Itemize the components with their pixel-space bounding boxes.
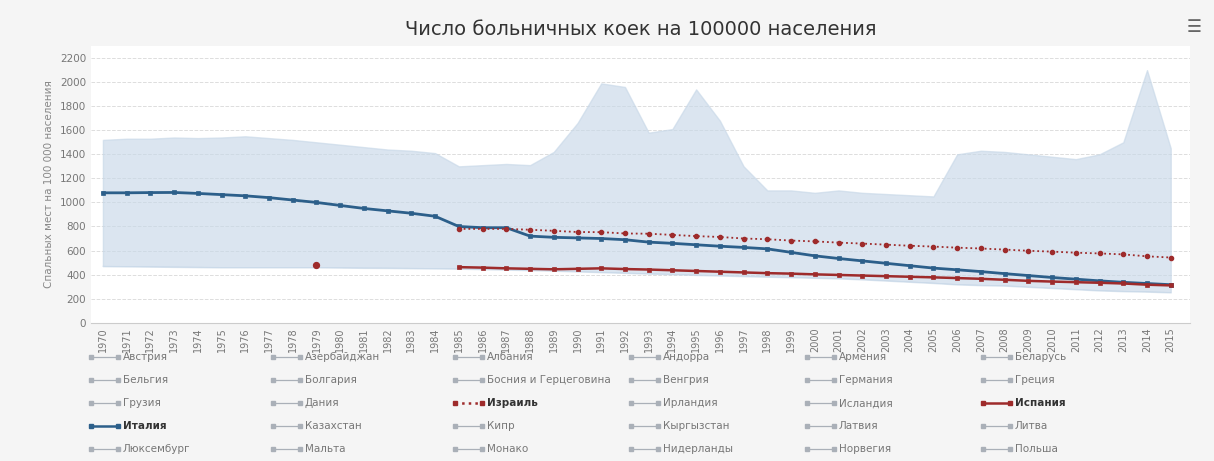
Text: Кыргызстан: Кыргызстан: [663, 421, 730, 431]
Text: Исландия: Исландия: [839, 398, 892, 408]
Title: Число больничных коек на 100000 населения: Число больничных коек на 100000 населени…: [404, 20, 877, 39]
Text: Азербайджан: Азербайджан: [305, 352, 380, 362]
Text: Монако: Монако: [487, 444, 528, 455]
Text: Германия: Германия: [839, 375, 892, 385]
Point: [307, 261, 327, 269]
Text: Израиль: Израиль: [487, 398, 538, 408]
Text: Армения: Армения: [839, 352, 887, 362]
Text: Венгрия: Венгрия: [663, 375, 709, 385]
Text: Норвегия: Норвегия: [839, 444, 891, 455]
Text: Грузия: Грузия: [123, 398, 160, 408]
Text: Италия: Италия: [123, 421, 166, 431]
Text: Албания: Албания: [487, 352, 533, 362]
Text: Латвия: Латвия: [839, 421, 879, 431]
Text: Босния и Герцеговина: Босния и Герцеговина: [487, 375, 611, 385]
Text: Ирландия: Ирландия: [663, 398, 717, 408]
Text: Литва: Литва: [1015, 421, 1048, 431]
Text: Мальта: Мальта: [305, 444, 345, 455]
Text: Австрия: Австрия: [123, 352, 168, 362]
Text: ☰: ☰: [1187, 18, 1202, 36]
Text: Беларусь: Беларусь: [1015, 352, 1066, 362]
Text: Андорра: Андорра: [663, 352, 710, 362]
Text: Польша: Польша: [1015, 444, 1057, 455]
Text: Казахстан: Казахстан: [305, 421, 362, 431]
Text: Болгария: Болгария: [305, 375, 357, 385]
Y-axis label: Спальных мест на 100 000 населения: Спальных мест на 100 000 населения: [45, 81, 55, 288]
Text: Кипр: Кипр: [487, 421, 515, 431]
Text: Люксембург: Люксембург: [123, 444, 191, 455]
Text: Бельгия: Бельгия: [123, 375, 168, 385]
Text: Испания: Испания: [1015, 398, 1066, 408]
Text: Дания: Дания: [305, 398, 340, 408]
Text: Нидерланды: Нидерланды: [663, 444, 733, 455]
Text: Греция: Греция: [1015, 375, 1055, 385]
